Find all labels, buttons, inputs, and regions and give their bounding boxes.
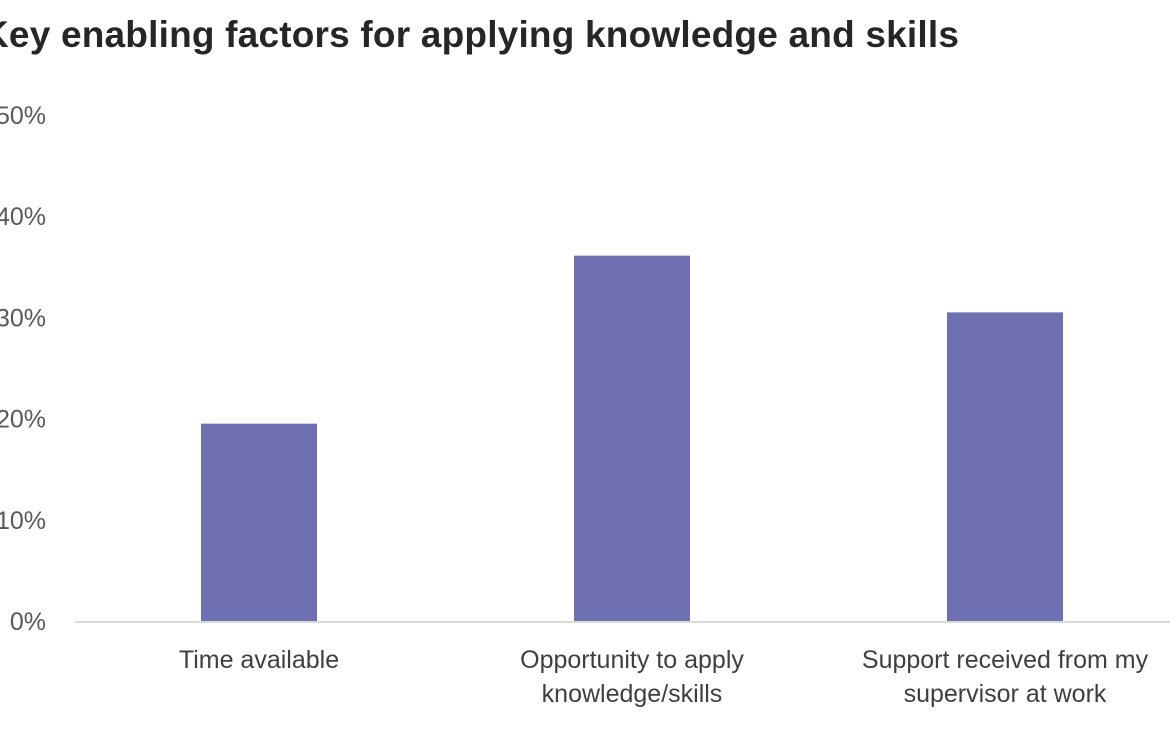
bar <box>947 312 1063 621</box>
bar <box>574 255 690 621</box>
y-tick-label: 50% <box>0 102 46 130</box>
y-tick-label: 40% <box>0 203 46 231</box>
y-tick-label: 30% <box>0 304 46 332</box>
bar <box>201 423 317 621</box>
y-tick-label: 10% <box>0 507 46 535</box>
y-tick-label: 0% <box>10 608 46 636</box>
x-category-label: Opportunity to apply knowledge/skills <box>520 646 744 708</box>
x-category-label: Support received from my supervisor at wo… <box>862 646 1149 708</box>
y-tick-label: 20% <box>0 406 46 434</box>
x-category-label: Time available <box>179 646 339 674</box>
chart-title: Key enabling factors for applying knowle… <box>0 14 960 55</box>
